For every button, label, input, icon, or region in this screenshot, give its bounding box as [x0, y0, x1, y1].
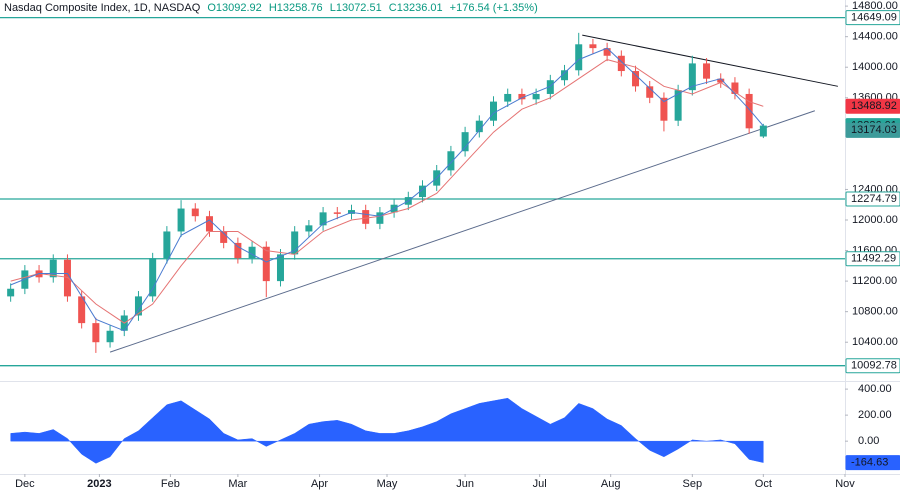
candle-body	[362, 210, 370, 224]
candle-body	[731, 82, 739, 94]
x-tick-label: Apr	[311, 478, 328, 490]
oscillator-label: -164.63	[851, 456, 888, 468]
y2-tick-label: 200.00	[858, 409, 892, 421]
candle-body	[276, 254, 284, 282]
ma-label: 13488.92	[851, 100, 897, 112]
price-label: 13174.03	[851, 124, 897, 136]
symbol: Nasdaq Composite Index, 1D, NASDAQ	[4, 2, 201, 14]
y-tick-label: 11600.00	[852, 244, 897, 256]
x-tick-label: Feb	[161, 478, 180, 490]
level-label: 11492.29	[851, 253, 896, 265]
candle-body	[490, 101, 498, 121]
candle-body	[333, 212, 341, 214]
price-label-box	[845, 122, 900, 138]
oscillator-area	[10, 397, 764, 464]
candle-body	[106, 330, 114, 343]
candle-body	[419, 185, 426, 198]
moving-average	[10, 47, 764, 332]
x-tick-label: 2023	[87, 478, 111, 490]
candle-body	[532, 93, 540, 100]
candle-body	[319, 212, 327, 226]
candle-body	[703, 63, 711, 79]
level-label: 12274.79	[851, 193, 897, 205]
x-tick-label: Jun	[456, 478, 474, 490]
candle-body	[49, 259, 57, 278]
candle-body	[674, 90, 682, 121]
candle-body	[134, 296, 142, 316]
level-label-box	[845, 358, 900, 374]
candle-body	[248, 246, 256, 259]
candle-body	[546, 80, 554, 94]
candle-body	[475, 120, 483, 133]
y-tick-label: 14000.00	[852, 61, 898, 73]
level-label: 14649.09	[851, 12, 897, 24]
candle-body	[63, 259, 71, 297]
candle-body	[646, 86, 654, 98]
candle-body	[220, 231, 228, 243]
x-tick-label: Dec	[15, 478, 35, 490]
moving-average	[10, 59, 764, 324]
x-tick-label: Sep	[683, 478, 703, 490]
trendline	[582, 34, 838, 87]
ma-label-box	[845, 98, 900, 114]
y2-tick-label: 0.00	[858, 435, 879, 447]
candle-body	[745, 93, 753, 129]
level-label-box	[845, 251, 900, 267]
close-value: C13236.01	[389, 2, 443, 14]
level-label-box	[845, 10, 900, 26]
candle-body	[589, 44, 597, 49]
trendline	[109, 110, 815, 353]
low-value: L13072.51	[330, 2, 382, 14]
y-tick-label: 14800.00	[852, 0, 898, 12]
candle-body	[561, 70, 569, 81]
y2-tick-label: 400.00	[858, 383, 892, 395]
candle-body	[234, 242, 242, 259]
candle-body	[163, 231, 171, 259]
y-tick-label: 10400.00	[852, 336, 898, 348]
candle-body	[603, 48, 611, 56]
level-label: 10092.78	[851, 360, 897, 372]
candle-body	[78, 296, 86, 324]
x-tick-label: Mar	[228, 478, 247, 490]
candle-body	[447, 151, 455, 171]
y-tick-label: 12000.00	[852, 214, 898, 226]
candle-body	[149, 258, 157, 297]
x-tick-label: May	[377, 478, 398, 490]
candle-body	[717, 78, 725, 83]
chart-header: Nasdaq Composite Index, 1D, NASDAQ O1309…	[4, 2, 538, 14]
change-value: +176.54 (+1.35%)	[450, 2, 538, 14]
high-value: H13258.76	[269, 2, 323, 14]
candle-body	[376, 212, 384, 224]
candle-body	[205, 216, 213, 232]
x-tick-label: Nov	[835, 478, 855, 490]
candle-body	[688, 63, 696, 91]
candle-body	[504, 93, 512, 102]
candle-body	[7, 288, 15, 297]
x-tick-label: Aug	[601, 478, 621, 490]
candle-body	[632, 71, 640, 87]
candle-body	[660, 97, 668, 121]
y-tick-label: 14400.00	[852, 31, 898, 43]
level-label-box	[845, 191, 900, 207]
oscillator-label-box	[845, 455, 900, 471]
y-tick-label: 11200.00	[852, 275, 897, 287]
candle-body	[262, 246, 270, 282]
candle-body	[177, 208, 185, 232]
candle-body	[92, 323, 100, 343]
x-tick-label: Oct	[755, 478, 772, 490]
candle-body	[191, 208, 199, 217]
candle-body	[291, 231, 299, 255]
candle-body	[575, 44, 583, 71]
candle-body	[305, 225, 313, 232]
y-tick-label: 10800.00	[852, 306, 898, 318]
candle-body	[759, 125, 767, 137]
candle-body	[518, 93, 526, 100]
open-value: O13092.92	[207, 2, 261, 14]
candle-body	[461, 132, 469, 152]
x-tick-label: Jul	[533, 478, 547, 490]
